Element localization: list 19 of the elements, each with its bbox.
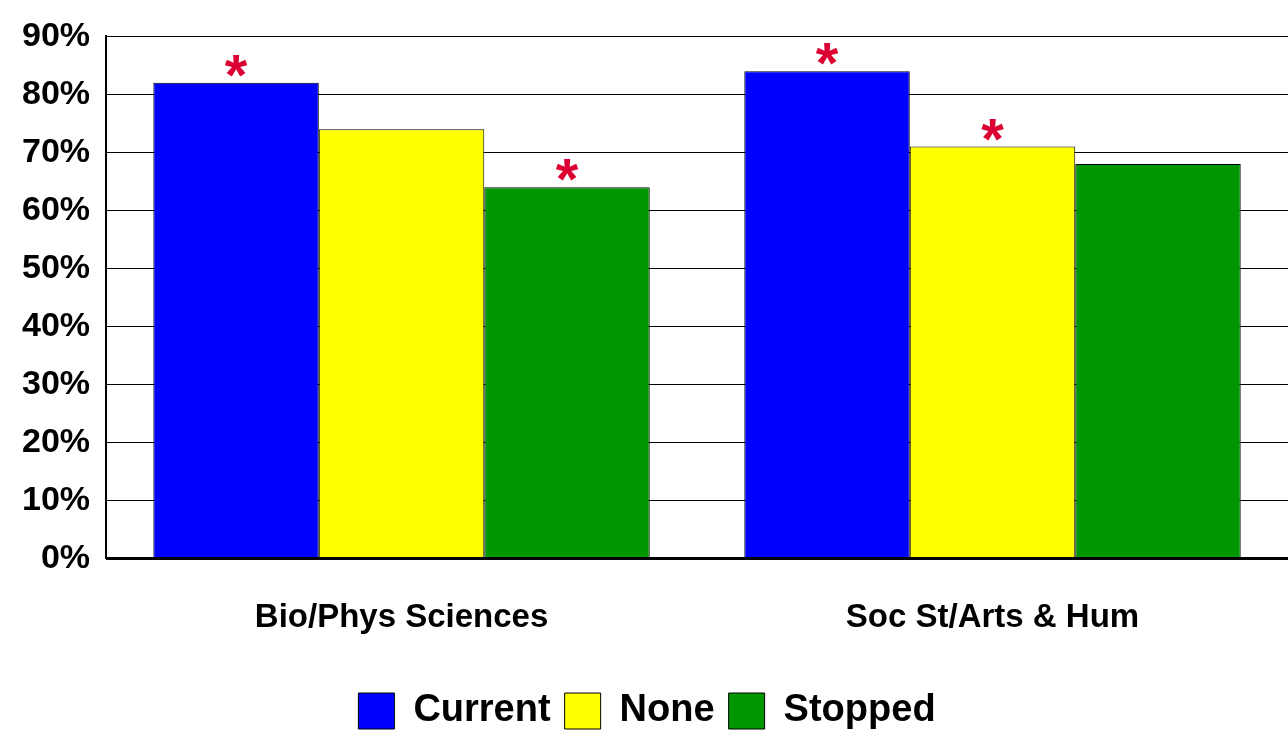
- y-tick-label: 70%: [21, 130, 91, 169]
- x-tick-label: Soc St/Arts & Hum: [845, 597, 1140, 635]
- data-label: *: [555, 146, 579, 212]
- y-tick-label: 40%: [21, 304, 91, 343]
- y-tick-label: 60%: [21, 188, 91, 227]
- data-label: *: [224, 41, 248, 107]
- y-tick-label: 0%: [40, 536, 91, 575]
- y-tick-label: 50%: [21, 246, 91, 285]
- y-tick-label: 10%: [21, 478, 91, 517]
- y-tick-label: 80%: [21, 72, 91, 111]
- legend-label: Current: [413, 687, 551, 730]
- x-tick-label: Bio/Phys Sciences: [254, 597, 549, 635]
- y-tick-label: 20%: [21, 420, 91, 459]
- data-label: *: [981, 105, 1005, 171]
- legend-label: Stopped: [783, 687, 936, 730]
- y-tick-label: 90%: [21, 14, 91, 53]
- y-tick-label: 30%: [21, 362, 91, 401]
- legend-label: None: [619, 687, 715, 730]
- data-label: *: [815, 30, 839, 96]
